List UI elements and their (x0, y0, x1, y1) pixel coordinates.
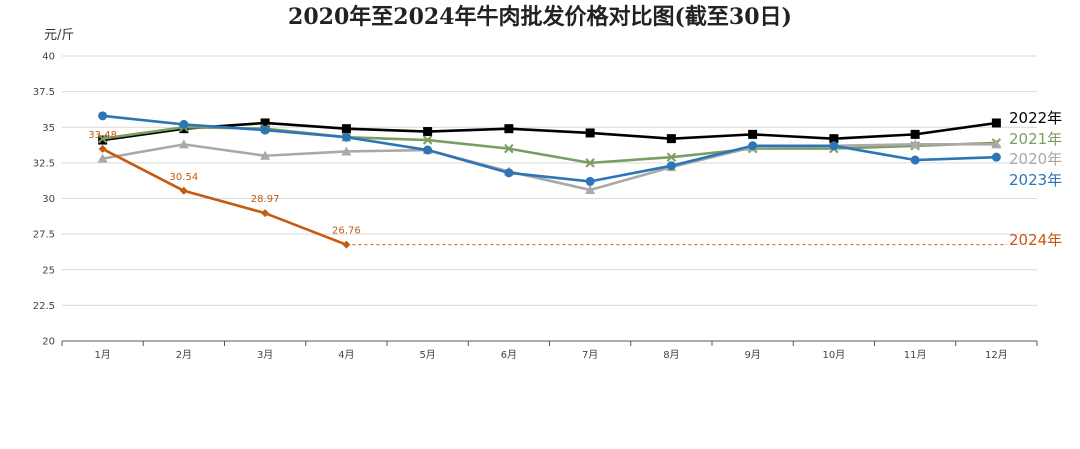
series-2020年 (97, 139, 1002, 194)
x-tick-label: 7月 (582, 349, 598, 361)
data-point (98, 135, 108, 145)
data-point (179, 186, 188, 195)
data-point (829, 134, 839, 144)
data-label: 30.54 (170, 172, 199, 183)
legend-entry: 2022年 (1009, 109, 1062, 127)
y-tick-label: 25 (42, 265, 55, 276)
y-tick-label: 30 (42, 194, 55, 205)
x-tick-label: 10月 (823, 349, 846, 361)
data-point (748, 129, 758, 139)
data-point (423, 127, 433, 137)
data-point (991, 152, 1001, 162)
series-line (102, 121, 997, 142)
marker-stroke (666, 152, 677, 162)
series-line (102, 147, 347, 246)
legend-entry: 2023年 (1009, 171, 1062, 189)
data-point (910, 129, 920, 139)
data-point (341, 132, 351, 142)
x-tick-label: 9月 (744, 349, 760, 361)
data-point (991, 139, 1002, 149)
x-tick-label: 8月 (663, 349, 679, 361)
data-point (504, 124, 514, 134)
data-labels: 33.48 30.54 28.97 26.76 (88, 130, 360, 237)
data-point (504, 143, 514, 154)
marker-stroke (585, 158, 595, 168)
axes: 20 22.5 25 27.5 30 32.5 35 37.5 40 1月 2月 3月 4月 5月 6月 7月… (33, 52, 1038, 361)
series-line (102, 114, 997, 183)
series-line (102, 143, 997, 192)
data-point (829, 141, 839, 151)
data-point (910, 139, 921, 149)
x-tick-label: 1月 (94, 349, 110, 361)
series-2022年 (98, 118, 1001, 145)
data-point (422, 135, 433, 145)
x-tick-label: 5月 (419, 349, 435, 361)
marker-stroke (97, 133, 108, 144)
data-label: 33.48 (88, 130, 117, 141)
data-point (504, 168, 514, 178)
data-point (341, 146, 352, 156)
data-point (178, 139, 189, 149)
series-2023年 (98, 111, 1001, 186)
y-tick-label: 40 (42, 52, 55, 63)
marker-stroke (422, 135, 433, 145)
data-point (98, 144, 107, 153)
series-group (97, 111, 1007, 249)
data-point (585, 158, 595, 168)
data-point (585, 184, 596, 194)
data-point (260, 125, 270, 135)
data-point (910, 155, 920, 165)
x-tick-label: 2月 (176, 349, 192, 361)
legend-entry: 2020年 (1009, 150, 1062, 168)
y-axis-unit: 元/斤 (44, 28, 74, 43)
data-point (179, 119, 189, 129)
chart-title: 2020年至2024年牛肉批发价格对比图(截至30日) (288, 4, 792, 30)
x-tick-label: 6月 (501, 349, 517, 361)
data-point (260, 150, 271, 160)
data-label: 26.76 (332, 226, 361, 237)
y-tick-label: 20 (42, 337, 55, 348)
x-tick-label: 4月 (338, 349, 354, 361)
legend: 2022年 2021年 2020年 2023年 2024年 (1009, 109, 1062, 249)
data-point (666, 161, 676, 171)
y-tick-label: 22.5 (33, 301, 55, 312)
y-tick-label: 27.5 (33, 230, 55, 241)
marker-stroke (504, 143, 514, 154)
data-point (97, 153, 108, 163)
y-tick-label: 32.5 (33, 158, 55, 169)
data-point (423, 145, 433, 155)
y-tick-label: 35 (42, 123, 55, 134)
data-point (342, 240, 351, 249)
data-point (97, 133, 108, 144)
x-tick-label: 3月 (257, 349, 273, 361)
data-point (261, 209, 270, 218)
x-tick-label: 12月 (985, 349, 1008, 361)
data-point (666, 134, 676, 144)
data-point (98, 111, 108, 121)
data-point (748, 141, 758, 151)
data-point (585, 176, 595, 186)
legend-entry: 2024年 (1009, 231, 1062, 249)
data-point (666, 152, 677, 162)
data-point (260, 118, 270, 128)
data-point (991, 118, 1001, 128)
data-label: 28.97 (251, 194, 280, 205)
data-point (341, 124, 351, 134)
y-tick-label: 37.5 (33, 87, 55, 98)
x-tick-label: 11月 (904, 349, 927, 361)
data-point (585, 128, 595, 138)
legend-entry: 2021年 (1009, 130, 1062, 148)
series-2024年 (98, 144, 1007, 249)
